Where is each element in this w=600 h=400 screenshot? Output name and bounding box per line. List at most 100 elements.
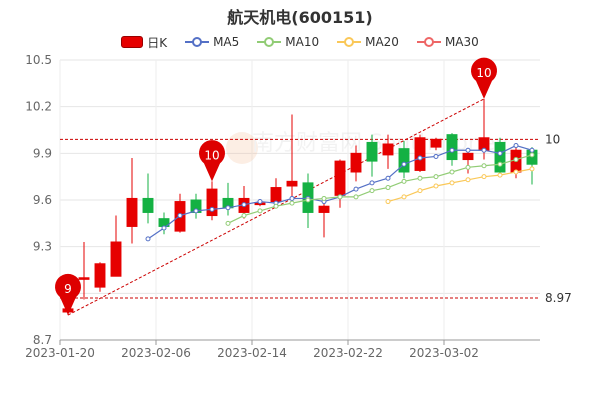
ma-point-ma10 <box>385 185 391 191</box>
ma-point-ma5 <box>385 175 391 181</box>
ma-point-ma10 <box>433 174 439 180</box>
candle-body <box>398 148 410 173</box>
watermark-text: 南方财富网 Southmoney <box>252 131 508 156</box>
candle <box>206 181 218 221</box>
candle <box>398 140 410 179</box>
candle <box>414 134 426 172</box>
pin-marker: 9 <box>54 273 81 316</box>
ma-point-ma10 <box>417 175 423 181</box>
ma30-swatch-icon <box>416 36 441 48</box>
candle-body <box>494 141 506 173</box>
ma-point-ma20 <box>433 183 439 189</box>
ma-point-ma10 <box>353 194 359 200</box>
legend-item-ma10[interactable]: MA10 <box>257 35 319 49</box>
candle-body <box>270 187 282 203</box>
x-tick-label: 2023-03-02 <box>409 346 479 360</box>
ma-point-ma5 <box>401 161 407 167</box>
ma-point-ma5 <box>481 147 487 153</box>
ma-point-ma20 <box>385 199 391 205</box>
candle-body <box>382 143 394 156</box>
candle <box>334 159 346 208</box>
reference-line-label: 10 <box>545 132 560 146</box>
ma20-swatch-icon <box>337 36 362 48</box>
reference-lines: 108.97 <box>60 132 572 305</box>
y-tick-label: 8.7 <box>33 333 52 347</box>
candle-body <box>334 160 346 196</box>
candle-body <box>350 152 362 173</box>
candle <box>142 173 154 224</box>
ma-point-ma5 <box>449 147 455 153</box>
candle-body <box>286 180 298 187</box>
candle-body <box>430 138 442 148</box>
watermark-logo: 南方财富网 Southmoney <box>226 131 508 164</box>
y-tick-label: 9.6 <box>33 193 52 207</box>
legend-item-ma20[interactable]: MA20 <box>337 35 399 49</box>
ma-point-ma5 <box>145 236 151 242</box>
legend-label-ma5: MA5 <box>213 35 240 49</box>
legend-label-ma30: MA30 <box>444 35 479 49</box>
pin-label: 10 <box>476 66 491 80</box>
ma-point-ma10 <box>337 194 343 200</box>
ma-point-ma5 <box>209 206 215 212</box>
candle-body <box>126 197 138 227</box>
y-tick-label: 10.2 <box>25 100 52 114</box>
ma-point-ma10 <box>401 178 407 184</box>
legend-label-ma20: MA20 <box>365 35 399 49</box>
markers: 9 10 10 <box>54 57 498 316</box>
x-tick-label: 2023-01-20 <box>25 346 95 360</box>
reference-line-label: 8.97 <box>545 291 572 305</box>
ma-point-ma10 <box>321 195 327 201</box>
pin-marker: 10 <box>471 57 498 99</box>
ma-point-ma10 <box>225 220 231 226</box>
candle <box>190 193 202 219</box>
ma-point-ma20 <box>513 169 519 175</box>
ma-point-ma10 <box>529 152 535 158</box>
candle-body <box>414 137 426 171</box>
ma-point-ma5 <box>257 199 263 205</box>
candle-body <box>446 134 458 161</box>
legend-item-ma30[interactable]: MA30 <box>416 35 479 49</box>
x-tick-label: 2023-02-06 <box>121 346 191 360</box>
ma-point-ma20 <box>449 180 455 186</box>
candle <box>382 134 394 169</box>
legend-item-ma5[interactable]: MA5 <box>185 35 239 49</box>
candle <box>286 114 298 204</box>
x-axis: 2023-01-20 2023-02-06 2023-02-14 2023-02-22… <box>25 339 540 360</box>
candle-body <box>462 152 474 161</box>
candle-body <box>318 205 330 213</box>
candle <box>94 262 106 292</box>
ma5-swatch-icon <box>185 36 210 48</box>
x-tick-label: 2023-02-14 <box>217 346 287 360</box>
candlestick-swatch-icon <box>121 36 144 48</box>
pin-label: 10 <box>204 148 219 162</box>
legend-item-daily-k[interactable]: 日K <box>121 34 167 51</box>
ma-point-ma10 <box>481 163 487 169</box>
ma-point-ma5 <box>241 202 247 208</box>
candle-body <box>366 141 378 162</box>
ma-point-ma5 <box>513 143 519 149</box>
ma-point-ma20 <box>417 188 423 194</box>
legend-label-ma10: MA10 <box>285 35 320 49</box>
candle <box>270 178 282 204</box>
ma-point-ma5 <box>529 147 535 153</box>
pin-shape <box>54 273 81 316</box>
candle-body <box>206 188 218 217</box>
ma-point-ma10 <box>449 169 455 175</box>
candle <box>430 137 442 151</box>
ma-point-ma20 <box>529 166 535 172</box>
ma-point-ma5 <box>465 147 471 153</box>
pin-shape <box>199 140 226 182</box>
y-tick-label: 10.5 <box>25 53 52 67</box>
ma-point-ma10 <box>273 203 279 209</box>
ma-point-ma5 <box>369 180 375 186</box>
ma-point-ma10 <box>513 157 519 163</box>
y-axis: 8.7 9.3 9.6 9.9 10.2 10.5 <box>25 53 52 347</box>
y-tick-label: 9.3 <box>33 240 52 254</box>
moving-average-lines <box>145 143 535 242</box>
candle <box>78 242 90 300</box>
ma-point-ma5 <box>177 213 183 219</box>
ma-point-ma10 <box>465 164 471 170</box>
ma-point-ma20 <box>497 172 503 178</box>
ma-point-ma10 <box>305 197 311 203</box>
